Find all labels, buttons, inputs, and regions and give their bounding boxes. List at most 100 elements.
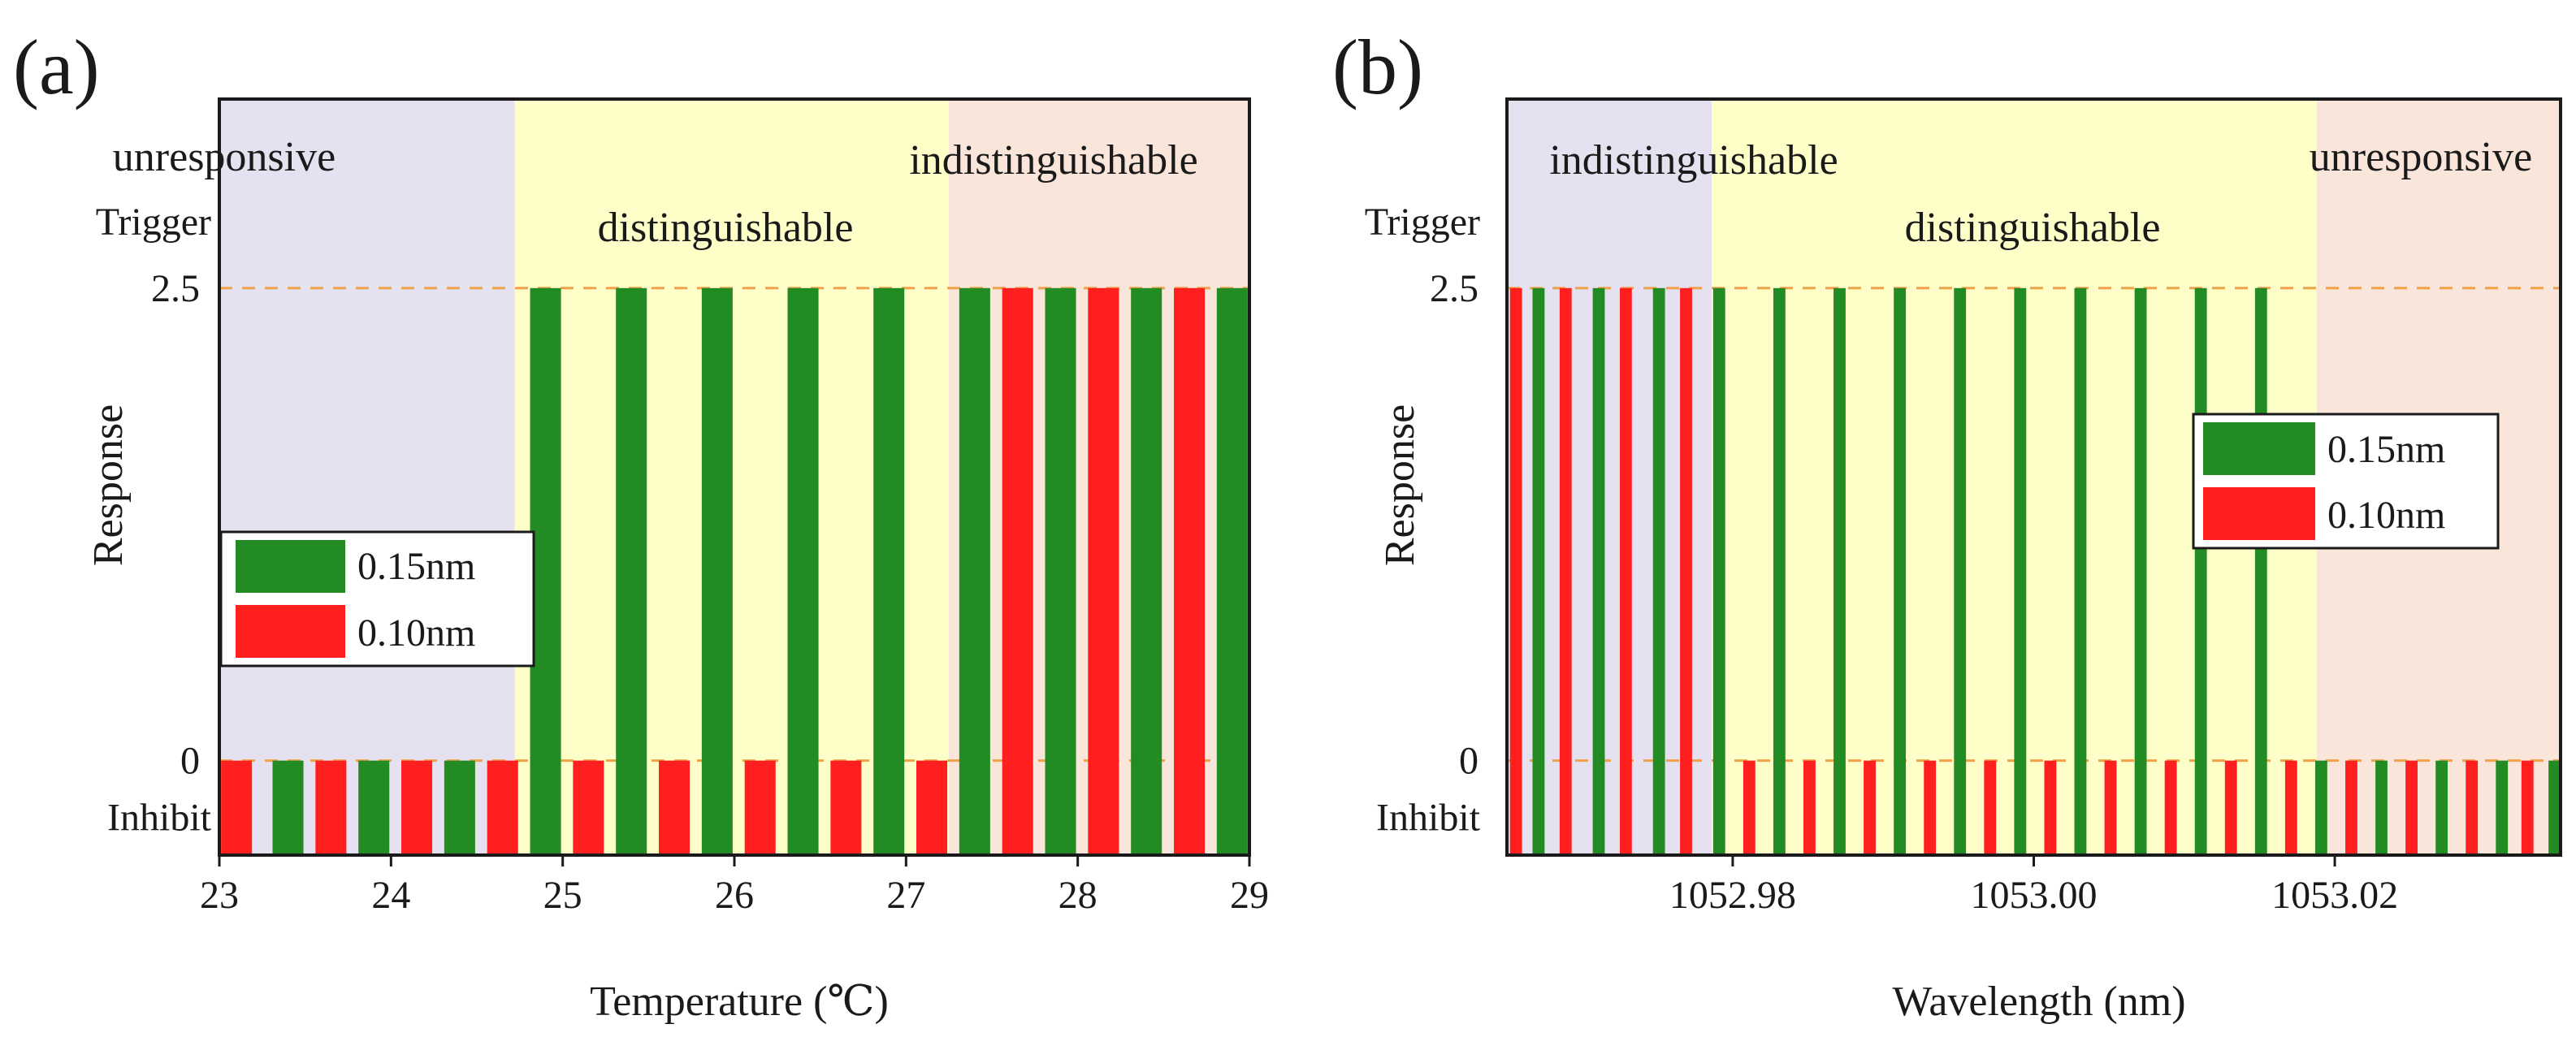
x-tick-label: 23 [200, 874, 239, 917]
legend-label-0-15nm: 0.15nm [2327, 428, 2445, 471]
x-tick-label: 28 [1059, 874, 1098, 917]
panel-a-legend: 0.15nm 0.10nm [219, 530, 535, 668]
bar-0-10nm-4 [573, 760, 604, 855]
panel-a: (a) unresponsive distinguishable indisti… [13, 24, 1269, 1025]
legend-swatch-green [236, 540, 345, 593]
bar-0-10nm-0 [1509, 287, 1522, 855]
panel-a-region-labels: unresponsive distinguishable indistingui… [113, 134, 1198, 251]
bar-0-10nm-5 [1803, 760, 1816, 855]
x-axis-label: Temperature (℃) [590, 979, 889, 1025]
inhibit-label: Inhibit [107, 797, 212, 840]
panel-a-x-ticks: 23 24 25 26 27 28 29 [200, 855, 1269, 917]
panel-b-legend: 0.15nm 0.10nm [2192, 413, 2500, 550]
bar-0-15nm-5 [1834, 287, 1846, 855]
bar-0-15nm-10 [1131, 287, 1162, 855]
bar-0-15nm-15 [2435, 760, 2448, 855]
bar-0-10nm-1 [315, 760, 347, 855]
y-tick-trigger: 2.5 [1430, 267, 1478, 310]
bar-0-15nm-9 [1045, 287, 1076, 855]
bar-0-10nm-5 [659, 760, 691, 855]
bar-0-15nm-12 [2254, 287, 2267, 855]
region-label-indistinguishable: indistinguishable [909, 137, 1197, 184]
bar-0-15nm-3 [1712, 287, 1725, 855]
panel-b-x-ticks: 1052.98 1053.00 1053.02 [1669, 855, 2398, 917]
bar-0-10nm-16 [2466, 760, 2479, 855]
x-axis-label: Wavelength (nm) [1892, 979, 2185, 1025]
bar-0-15nm-7 [873, 287, 905, 855]
bar-0-10nm-0 [221, 760, 253, 855]
bar-0-15nm-5 [701, 287, 733, 855]
bar-0-10nm-4 [1743, 760, 1756, 855]
bar-0-15nm-6 [787, 287, 819, 855]
bar-0-10nm-15 [2405, 760, 2418, 855]
panel-a-y-labels: Trigger 2.5 0 Inhibit [96, 201, 212, 840]
bar-0-15nm-2 [1652, 287, 1665, 855]
trigger-label: Trigger [1365, 201, 1480, 244]
legend-label-0-15nm: 0.15nm [357, 545, 475, 588]
y-tick-inhibit: 0 [180, 740, 200, 783]
bar-0-10nm-10 [2104, 760, 2117, 855]
bar-0-10nm-3 [1680, 287, 1692, 855]
bar-0-10nm-1 [1559, 287, 1572, 855]
x-tick-label: 1053.02 [2271, 874, 2398, 917]
bar-0-15nm-17 [2548, 760, 2561, 855]
bar-0-10nm-7 [830, 760, 862, 855]
panel-b-bars [1509, 287, 2561, 855]
legend-swatch-red [236, 605, 345, 658]
bar-0-10nm-8 [916, 760, 948, 855]
bar-0-10nm-13 [2284, 760, 2297, 855]
bar-0-10nm-17 [2521, 760, 2534, 855]
bar-0-15nm-10 [2134, 287, 2147, 855]
bar-0-15nm-0 [1532, 287, 1545, 855]
region-label-distinguishable: distinguishable [1905, 205, 2161, 251]
bar-0-15nm-1 [358, 760, 390, 855]
bar-0-15nm-11 [1216, 287, 1248, 855]
x-tick-label: 29 [1230, 874, 1269, 917]
region-unresponsive [219, 99, 515, 855]
bar-0-10nm-11 [1174, 287, 1206, 855]
bar-0-10nm-2 [1619, 287, 1632, 855]
bar-0-15nm-8 [959, 287, 990, 855]
region-label-unresponsive: unresponsive [113, 134, 336, 180]
bar-0-10nm-11 [2164, 760, 2177, 855]
bar-0-10nm-6 [744, 760, 776, 855]
bar-0-15nm-9 [2074, 287, 2087, 855]
x-tick-label: 1053.00 [1971, 874, 2098, 917]
bar-0-15nm-14 [2375, 760, 2388, 855]
bar-0-15nm-4 [1773, 287, 1786, 855]
bar-0-15nm-16 [2496, 760, 2509, 855]
region-label-unresponsive: unresponsive [2310, 134, 2532, 180]
panel-b-region-labels: indistinguishable distinguishable unresp… [1549, 134, 2532, 251]
y-tick-inhibit: 0 [1459, 740, 1478, 783]
panel-b-label: (b) [1332, 24, 1423, 110]
y-axis-label: Response [85, 404, 132, 566]
x-tick-label: 27 [886, 874, 925, 917]
legend-label-0-10nm: 0.10nm [357, 611, 475, 655]
bar-0-15nm-2 [444, 760, 475, 855]
bar-0-10nm-2 [401, 760, 433, 855]
trigger-label: Trigger [96, 201, 211, 244]
bar-0-15nm-11 [2194, 287, 2207, 855]
bar-0-15nm-7 [1954, 287, 1967, 855]
panel-a-label: (a) [13, 24, 100, 110]
bar-0-15nm-13 [2314, 760, 2327, 855]
bar-0-10nm-7 [1924, 760, 1937, 855]
bar-0-15nm-3 [530, 287, 561, 855]
panel-a-bars [221, 287, 1248, 855]
bar-0-15nm-4 [616, 287, 647, 855]
bar-0-10nm-14 [2345, 760, 2357, 855]
bar-0-10nm-8 [1984, 760, 1997, 855]
legend-swatch-red [2203, 487, 2315, 540]
inhibit-label: Inhibit [1376, 797, 1481, 840]
legend-swatch-green [2203, 422, 2315, 475]
x-tick-label: 24 [371, 874, 410, 917]
bar-0-10nm-9 [2044, 760, 2057, 855]
x-tick-label: 25 [543, 874, 582, 917]
y-axis-label: Response [1377, 404, 1423, 566]
panel-b-y-labels: Trigger 2.5 0 Inhibit [1365, 201, 1481, 840]
panel-a-reference-lines [219, 287, 1249, 763]
bar-0-10nm-9 [1002, 287, 1033, 855]
bar-0-15nm-1 [1592, 287, 1605, 855]
y-tick-trigger: 2.5 [151, 267, 200, 310]
